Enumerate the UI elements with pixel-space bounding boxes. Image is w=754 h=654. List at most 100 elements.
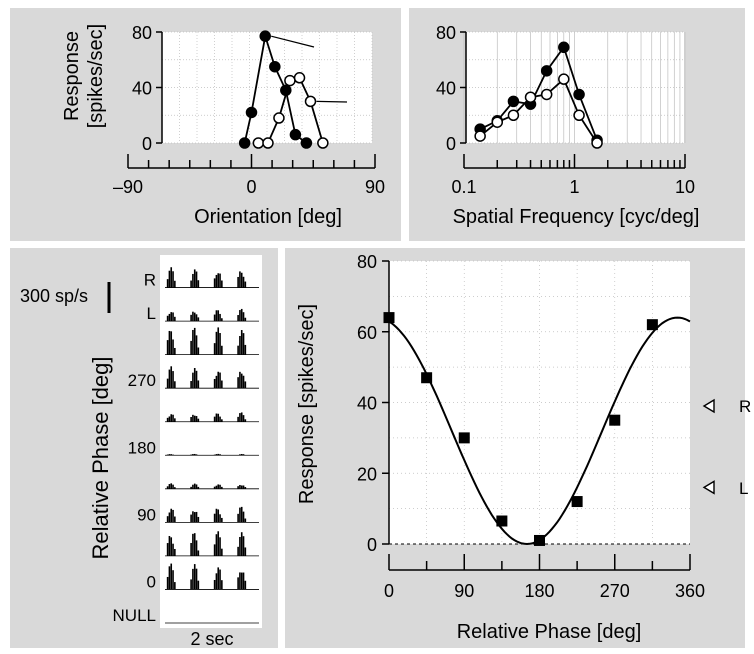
psth-bin [215, 310, 218, 322]
phase-xtick-label: 0 [384, 581, 394, 601]
spatial-xtick-label: 1 [569, 177, 579, 197]
psth-bin [172, 371, 174, 389]
psth-row-label: R [144, 271, 156, 290]
psth-bin [240, 572, 243, 590]
psth-bin [195, 511, 198, 523]
psth-bin [213, 278, 216, 288]
psth-bin [192, 533, 194, 556]
psth-row-label: NULL [113, 606, 156, 625]
phase-marker-L-triangle [702, 480, 715, 495]
psth-bin [213, 416, 216, 422]
psth-bin [237, 416, 239, 422]
psth-bin [217, 371, 220, 389]
psth-bin [192, 568, 194, 590]
psth-bin [195, 314, 198, 322]
spatial-xtick-label: 0.1 [451, 177, 476, 197]
psth-bin [166, 417, 169, 422]
psth-bin [190, 514, 192, 523]
psth-bin [168, 535, 171, 556]
psth-bin [170, 563, 173, 590]
psth-bin [244, 518, 247, 523]
psth-bin [193, 269, 196, 288]
psth-bin [219, 484, 221, 489]
psth-bin [172, 484, 174, 489]
phase-marker-R-label: R [739, 397, 751, 416]
psth-bin [221, 486, 223, 489]
psth-bin [219, 273, 221, 288]
psth-bin [192, 329, 194, 355]
psth-bin [215, 508, 218, 523]
psth-bin [168, 566, 171, 590]
psth-bin [217, 453, 220, 456]
psth-bin [193, 312, 196, 322]
orientation-series-R-point [300, 137, 313, 149]
phase-data-point [458, 432, 470, 444]
chart-marks: 0 40 80 –90 0 90 0 40 80 0.1 1 10 RL 270 180 90 0 NULL 0 20… [113, 23, 715, 628]
orientation-series-L-point [284, 74, 296, 87]
psth-bin [239, 572, 241, 590]
psth-bin [192, 414, 194, 422]
psth-bin [172, 454, 174, 456]
psth-bin [221, 318, 223, 322]
psth-bin [219, 372, 221, 389]
psth-bin [242, 485, 245, 489]
psth-bin [244, 580, 247, 590]
psth-bin [240, 453, 243, 456]
orientation-series-L-point [304, 95, 317, 108]
orientation-annotation-L-leader [316, 100, 348, 103]
psth-bin [237, 513, 239, 523]
spatial-ytick-label: 0 [446, 134, 456, 154]
psth-bin [168, 416, 171, 422]
phase-ytick-label: 40 [357, 394, 377, 414]
phase-ytick-label: 20 [357, 464, 377, 484]
psth-bin [174, 381, 176, 389]
orientation-series-R-point [245, 106, 258, 119]
psth-bin [168, 270, 171, 288]
psth-bin [213, 454, 216, 456]
psth-bin [244, 281, 247, 288]
psth-bin [192, 484, 194, 489]
psth-bin [244, 317, 247, 322]
psth-bin [197, 418, 200, 422]
psth-bin [237, 486, 239, 489]
spatial-series-0-point [540, 65, 553, 77]
psth-bin [239, 507, 241, 523]
psth-bin [240, 485, 243, 489]
psth-bin [166, 543, 169, 556]
psth-ylabel: Relative Phase [deg] [88, 356, 113, 559]
psth-bin [170, 483, 173, 489]
psth-bin [239, 335, 241, 355]
psth-row-label: L [147, 304, 156, 323]
psth-bin [215, 485, 218, 489]
psth-bin [240, 330, 243, 355]
orientation-xtick-label: 90 [365, 177, 385, 197]
spatial-series-1-point [558, 73, 570, 85]
psth-bin [244, 344, 247, 355]
spatial-series-1-point [491, 116, 504, 128]
psth-bin [213, 544, 216, 556]
orientation-ylabel-line2: [spikes/sec] [85, 24, 107, 128]
psth-bin [172, 414, 174, 422]
psth-bin [174, 516, 176, 523]
phase-xtick-label: 360 [675, 581, 705, 601]
orientation-series-R-point [238, 137, 251, 149]
psth-bin [197, 280, 200, 288]
psth-bin [213, 314, 216, 322]
spatial-series-0-point [558, 41, 570, 54]
psth-bin [166, 486, 169, 489]
phase-data-point [571, 496, 583, 508]
psth-bin [168, 454, 171, 456]
spatial-series-1-point [507, 109, 520, 121]
phase-data-point [383, 312, 395, 324]
psth-bin [213, 579, 216, 590]
psth-bin [192, 454, 194, 456]
psth-bin [219, 514, 221, 523]
psth-bin [221, 548, 223, 556]
psth-bin [174, 418, 176, 422]
psth-bin [168, 313, 171, 322]
spatial-series-1-point [591, 137, 603, 149]
psth-bin [239, 371, 241, 389]
psth-bin [190, 579, 192, 590]
psth-plot-area [160, 255, 262, 628]
psth-bin [168, 512, 171, 523]
